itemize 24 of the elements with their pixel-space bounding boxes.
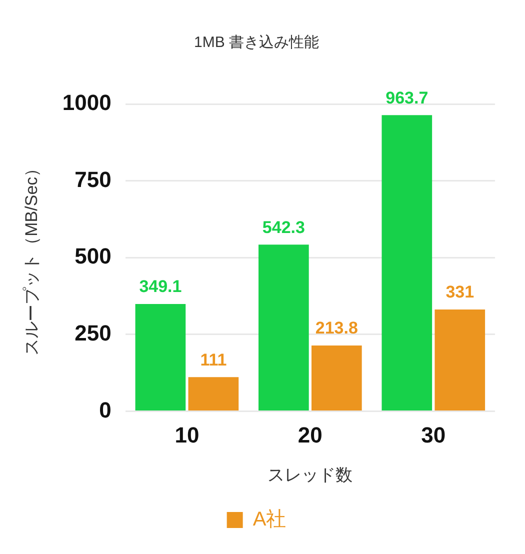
y-tick-label: 750 — [74, 166, 112, 192]
legend-label: A社 — [252, 508, 286, 531]
y-tick-label: 500 — [74, 244, 112, 269]
data-label: 349.1 — [139, 277, 182, 296]
data-label: 331 — [446, 282, 474, 302]
x-tick-label: 30 — [421, 422, 446, 448]
x-tick-label: 10 — [174, 422, 200, 448]
bar — [434, 310, 486, 410]
data-label: 213.8 — [315, 318, 358, 338]
bar — [258, 244, 309, 410]
y-tick-label: 0 — [99, 397, 112, 422]
y-tick-label: 250 — [74, 320, 112, 346]
bar — [188, 377, 239, 410]
y-tick-label: 1000 — [62, 90, 112, 116]
y-axis-title: スループット（MB/Sec） — [22, 160, 41, 356]
bar — [135, 304, 186, 410]
x-axis-title: スレッド数 — [268, 465, 353, 484]
bar — [311, 346, 362, 410]
data-label: 542.3 — [262, 218, 305, 237]
x-tick-label: 20 — [298, 422, 322, 448]
data-label: 963.7 — [386, 88, 428, 108]
bar — [382, 115, 432, 410]
data-label: 111 — [200, 350, 227, 370]
chart-title: 1MB 書き込み性能 — [194, 34, 320, 52]
